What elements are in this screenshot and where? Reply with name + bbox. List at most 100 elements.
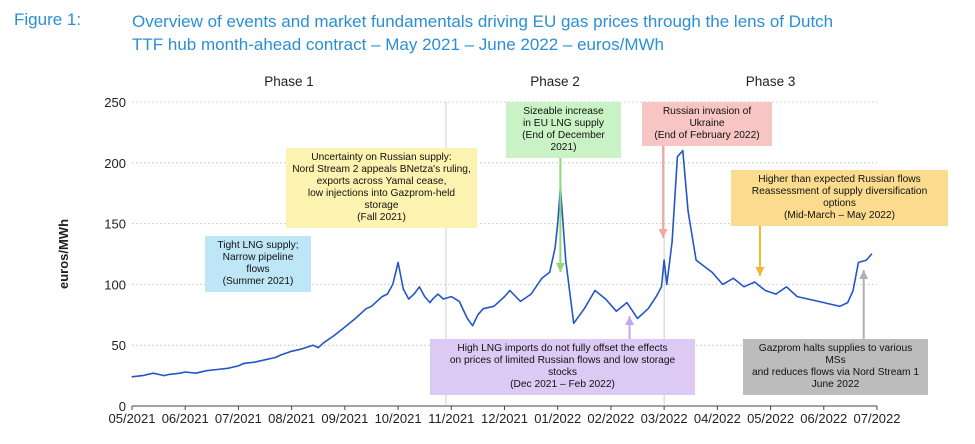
annotation-line: Uncertainty on Russian supply:: [311, 152, 452, 163]
annotation-line: exports across Yamal cease,: [316, 176, 447, 187]
x-tick-label: 07/2021: [215, 411, 262, 426]
data-point: [647, 308, 649, 310]
data-point: [163, 375, 165, 377]
data-point: [764, 289, 766, 292]
annotation-line: in EU LNG supply: [523, 118, 604, 129]
phase-label: Phase 1: [264, 74, 314, 89]
y-tick-label-250: 250: [104, 95, 126, 110]
data-point: [471, 325, 474, 327]
annotation-line: High LNG imports do not fully offset the…: [457, 343, 668, 354]
figure-title: Overview of events and market fundamenta…: [132, 10, 962, 56]
annotation-line: Gazprom halts supplies to various MSs: [758, 343, 913, 366]
annotation-line: (End of December 2021): [522, 130, 605, 153]
arrow-russian-invasion-head: [658, 229, 668, 238]
x-tick-label: 09/2021: [321, 411, 368, 426]
x-tick-label: 02/2022: [587, 411, 634, 426]
data-point: [847, 302, 849, 304]
data-point: [583, 308, 585, 310]
data-point: [754, 281, 756, 283]
data-point: [530, 293, 532, 295]
data-point: [557, 223, 559, 225]
data-point: [775, 293, 777, 295]
data-point: [482, 308, 484, 310]
data-point: [676, 156, 679, 158]
data-point: [695, 259, 697, 261]
data-point: [386, 293, 389, 295]
data-point: [322, 342, 325, 344]
x-tick-label: 12/2021: [481, 411, 528, 426]
data-point: [168, 373, 170, 375]
data-point: [711, 271, 713, 273]
data-point: [432, 298, 434, 300]
x-tick-label: 05/2021: [109, 411, 156, 426]
data-point: [365, 308, 367, 310]
data-point: [743, 286, 745, 288]
data-point: [291, 350, 293, 352]
data-point: [541, 277, 543, 279]
annotation-line: Higher than expected Russian flows: [758, 174, 921, 185]
annotation-line: Reassessment of supply diversification o…: [751, 186, 928, 209]
figure-title-line-1: Overview of events and market fundamenta…: [132, 12, 834, 31]
x-tick-label: 07/2022: [854, 411, 901, 426]
annotation-line: on prices of limited Russian flows and l…: [449, 355, 676, 378]
arrow-gazprom-halts-head: [859, 270, 869, 279]
data-point: [344, 326, 346, 328]
x-tick-label: 05/2022: [747, 411, 794, 426]
data-point: [216, 368, 218, 371]
data-point: [493, 305, 495, 307]
arrow-higher-russian-flows-head: [755, 267, 765, 276]
data-point: [392, 283, 394, 285]
data-point: [857, 261, 859, 264]
annotation-line: June 2022: [811, 379, 860, 390]
data-point: [636, 317, 639, 320]
data-point: [666, 283, 668, 285]
data-point: [796, 295, 798, 298]
data-point: [442, 298, 444, 300]
data-point: [687, 210, 689, 213]
data-point: [450, 295, 452, 298]
data-point: [237, 365, 240, 367]
x-tick-label: 11/2021: [428, 411, 474, 426]
data-point: [732, 277, 734, 279]
x-tick-label: 03/2022: [641, 411, 688, 426]
x-tick-label: 06/2022: [800, 411, 847, 426]
data-point: [354, 317, 357, 320]
data-point: [458, 300, 460, 303]
data-point: [402, 288, 404, 290]
data-point: [503, 295, 506, 298]
data-point: [477, 314, 479, 316]
y-tick-label-200: 200: [104, 156, 126, 171]
data-point: [131, 376, 133, 378]
data-point: [839, 305, 841, 307]
data-point: [317, 347, 319, 349]
x-tick-label: 10/2021: [375, 411, 422, 426]
data-point: [195, 372, 197, 374]
data-point: [413, 293, 415, 295]
data-point: [424, 295, 426, 298]
annotation-gazprom-halts: Gazprom halts supplies to various MSs and…: [743, 339, 928, 395]
y-tick-label-0: 0: [119, 399, 126, 414]
arrow-lng-increase-head: [555, 263, 565, 272]
data-point: [605, 298, 607, 300]
data-point: [573, 322, 575, 324]
annotation-line: (End of February 2022): [654, 130, 760, 141]
data-point: [554, 247, 556, 249]
figure-label: Figure 1:: [14, 10, 82, 29]
data-point: [626, 302, 628, 304]
phase-label: Phase 3: [746, 74, 796, 89]
annotation-line: (Fall 2021): [357, 212, 406, 223]
data-point: [280, 354, 282, 356]
phase-label: Phase 2: [530, 74, 580, 89]
data-point: [671, 241, 673, 243]
y-tick-label-150: 150: [104, 217, 126, 232]
data-point: [397, 261, 399, 264]
data-point: [227, 367, 229, 369]
annotation-line: and reduces flows via Nord Stream 1: [751, 367, 920, 378]
annotation-line: Sizeable increase: [523, 106, 604, 117]
data-point: [828, 303, 830, 305]
data-point: [817, 300, 820, 303]
data-point: [594, 289, 596, 292]
data-point: [142, 375, 144, 377]
annotation-line: (Summer 2021): [222, 276, 294, 287]
